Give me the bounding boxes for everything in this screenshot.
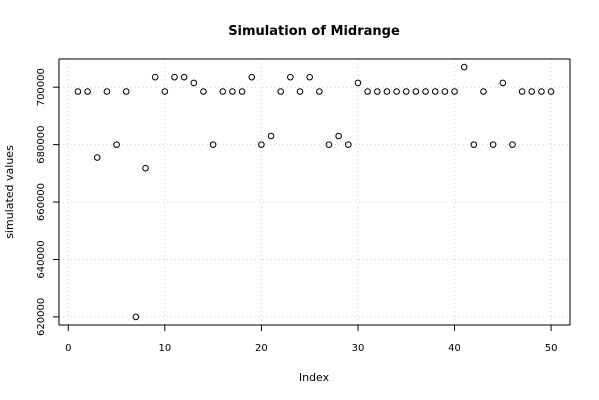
y-tick-label: 640000 <box>36 240 47 278</box>
data-point <box>335 132 342 140</box>
chart-title: Simulation of Midrange <box>228 24 400 39</box>
y-tick-label: 620000 <box>36 298 47 336</box>
data-point <box>373 88 381 95</box>
data-point <box>344 141 352 148</box>
data-point <box>470 141 478 148</box>
data-point <box>480 88 487 95</box>
data-point <box>383 88 391 95</box>
data-point <box>364 88 371 95</box>
data-point <box>248 73 256 81</box>
data-point <box>93 154 101 161</box>
data-point <box>190 79 198 87</box>
y-axis-label: simulated values <box>3 145 16 239</box>
x-tick-label: 30 <box>352 343 365 354</box>
data-point <box>113 141 120 148</box>
data-point <box>354 79 362 87</box>
data-point <box>151 73 159 81</box>
data-point <box>547 88 555 95</box>
data-point <box>132 313 140 321</box>
data-point <box>142 164 149 172</box>
data-point <box>451 88 458 95</box>
x-axis-label: Index <box>299 371 330 384</box>
data-point <box>180 73 188 81</box>
x-tick-label: 40 <box>448 343 461 354</box>
data-point <box>489 141 497 148</box>
data-point <box>499 79 507 87</box>
data-point <box>84 88 91 95</box>
data-point <box>528 88 536 95</box>
data-point <box>161 88 169 95</box>
x-axis: 0 10 20 30 40 50 <box>65 324 558 354</box>
plot-frame <box>58 58 571 326</box>
data-point <box>296 88 304 95</box>
data-point <box>538 88 545 95</box>
data-point <box>277 88 285 95</box>
data-point <box>316 88 323 95</box>
data-point <box>393 88 400 95</box>
y-tick-label: 680000 <box>36 126 47 164</box>
data-point <box>103 88 111 95</box>
data-point <box>209 141 217 148</box>
data-point <box>287 73 294 81</box>
data-point <box>431 88 439 95</box>
x-tick-label: 0 <box>65 343 71 354</box>
data-point <box>441 88 449 95</box>
y-tick-label: 660000 <box>36 183 47 221</box>
data-point <box>518 88 526 95</box>
data-point <box>219 88 227 95</box>
x-tick-label: 10 <box>158 343 171 354</box>
data-point <box>74 88 82 95</box>
data-point <box>422 88 429 95</box>
data-point <box>200 88 207 95</box>
data-point <box>122 88 130 95</box>
data-point <box>509 141 516 148</box>
data-point <box>412 88 420 95</box>
data-point <box>171 73 178 81</box>
data-point <box>238 88 246 95</box>
data-point <box>402 88 410 95</box>
data-points <box>74 63 555 321</box>
data-point <box>306 73 313 81</box>
data-point <box>267 132 275 140</box>
data-point <box>460 63 468 71</box>
data-point <box>325 141 333 148</box>
data-point <box>229 88 236 95</box>
x-tick-label: 20 <box>255 343 268 354</box>
data-point <box>258 141 265 148</box>
y-axis: 620000 640000 660000 680000 700000 <box>36 68 60 336</box>
x-tick-label: 50 <box>545 343 558 354</box>
y-tick-label: 700000 <box>36 68 47 106</box>
grid <box>59 59 570 325</box>
